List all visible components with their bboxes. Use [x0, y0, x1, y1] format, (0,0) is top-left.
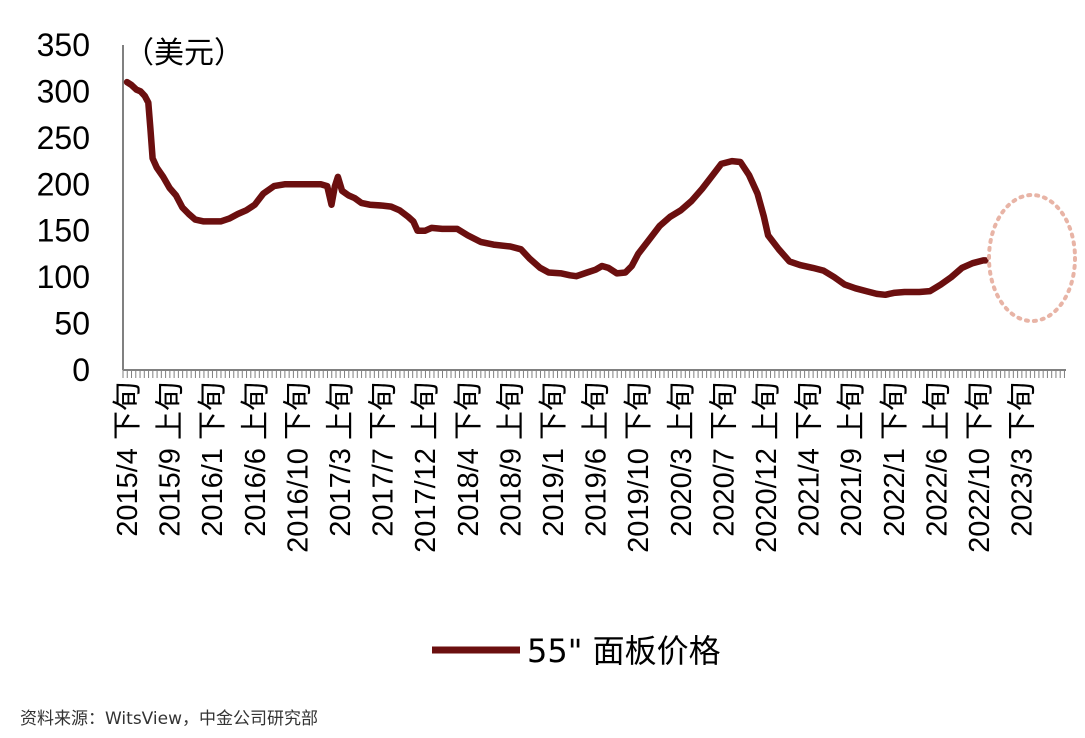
highlight-dotted-circle: [987, 193, 1077, 323]
x-tick-label: 2022/1 下旬: [878, 382, 911, 537]
x-tick-label: 2016/6 上旬: [239, 382, 272, 537]
x-tick-label: 2015/4 下旬: [111, 382, 144, 537]
y-tick-label: 100: [37, 259, 90, 295]
x-tick-label: 2018/9 上旬: [494, 382, 527, 537]
series-group: [123, 78, 989, 299]
x-tick-label: 2016/10 下旬: [281, 382, 314, 553]
y-tick-label: 250: [37, 120, 90, 156]
x-tick-label: 2019/6 上旬: [580, 382, 613, 537]
x-tick-label: 2022/10 下旬: [963, 382, 996, 553]
y-axis: 0 50 100 150 200 250 300 350: [37, 27, 124, 388]
x-tick-label: 2019/1 下旬: [537, 382, 570, 537]
x-tick-label: 2019/10 下旬: [622, 382, 655, 553]
source-note: 资料来源：WitsView，中金公司研究部: [20, 709, 319, 729]
legend-label: 55" 面板价格: [527, 632, 721, 670]
y-tick-label: 150: [37, 213, 90, 249]
x-tick-label: 2020/3 上旬: [665, 382, 698, 537]
x-axis: 2015/4 下旬 2015/9 上旬 2016/1 下旬 2016/6 上旬 2016…: [111, 369, 1066, 553]
series-line-55-panel-price: [123, 78, 989, 299]
y-tick-label: 0: [72, 352, 90, 388]
y-tick-label: 50: [54, 306, 90, 342]
x-tick-label: 2017/12 上旬: [409, 382, 442, 553]
x-tick-label: 2017/7 下旬: [367, 382, 400, 537]
x-tick-label: 2022/6 上旬: [920, 382, 953, 537]
x-tick-label: 2020/12 上旬: [750, 382, 783, 553]
y-tick-label: 300: [37, 73, 90, 109]
x-tick-label: 2015/9 上旬: [154, 382, 187, 537]
chart-panel: 0 50 100 150 200 250 300 350 2015/4 下旬 2015/9 上旬…: [20, 27, 1077, 729]
x-tick-label: 2018/4 下旬: [452, 382, 485, 537]
legend: 55" 面板价格: [432, 632, 721, 670]
x-tick-label: 2023/3 下旬: [1006, 382, 1039, 537]
x-tick-label: 2020/7 下旬: [707, 382, 740, 537]
y-tick-label: 200: [37, 166, 90, 202]
y-axis-unit-label: （美元）: [124, 36, 244, 71]
x-tick-label: 2016/1 下旬: [196, 382, 229, 537]
y-tick-label: 350: [37, 27, 90, 63]
x-tick-label: 2017/3 上旬: [324, 382, 357, 537]
line-chart: 0 50 100 150 200 250 300 350 2015/4 下旬 2015/9 上旬…: [37, 27, 1077, 670]
x-tick-label: 2021/4 下旬: [793, 382, 826, 537]
x-tick-label: 2021/9 上旬: [835, 382, 868, 537]
